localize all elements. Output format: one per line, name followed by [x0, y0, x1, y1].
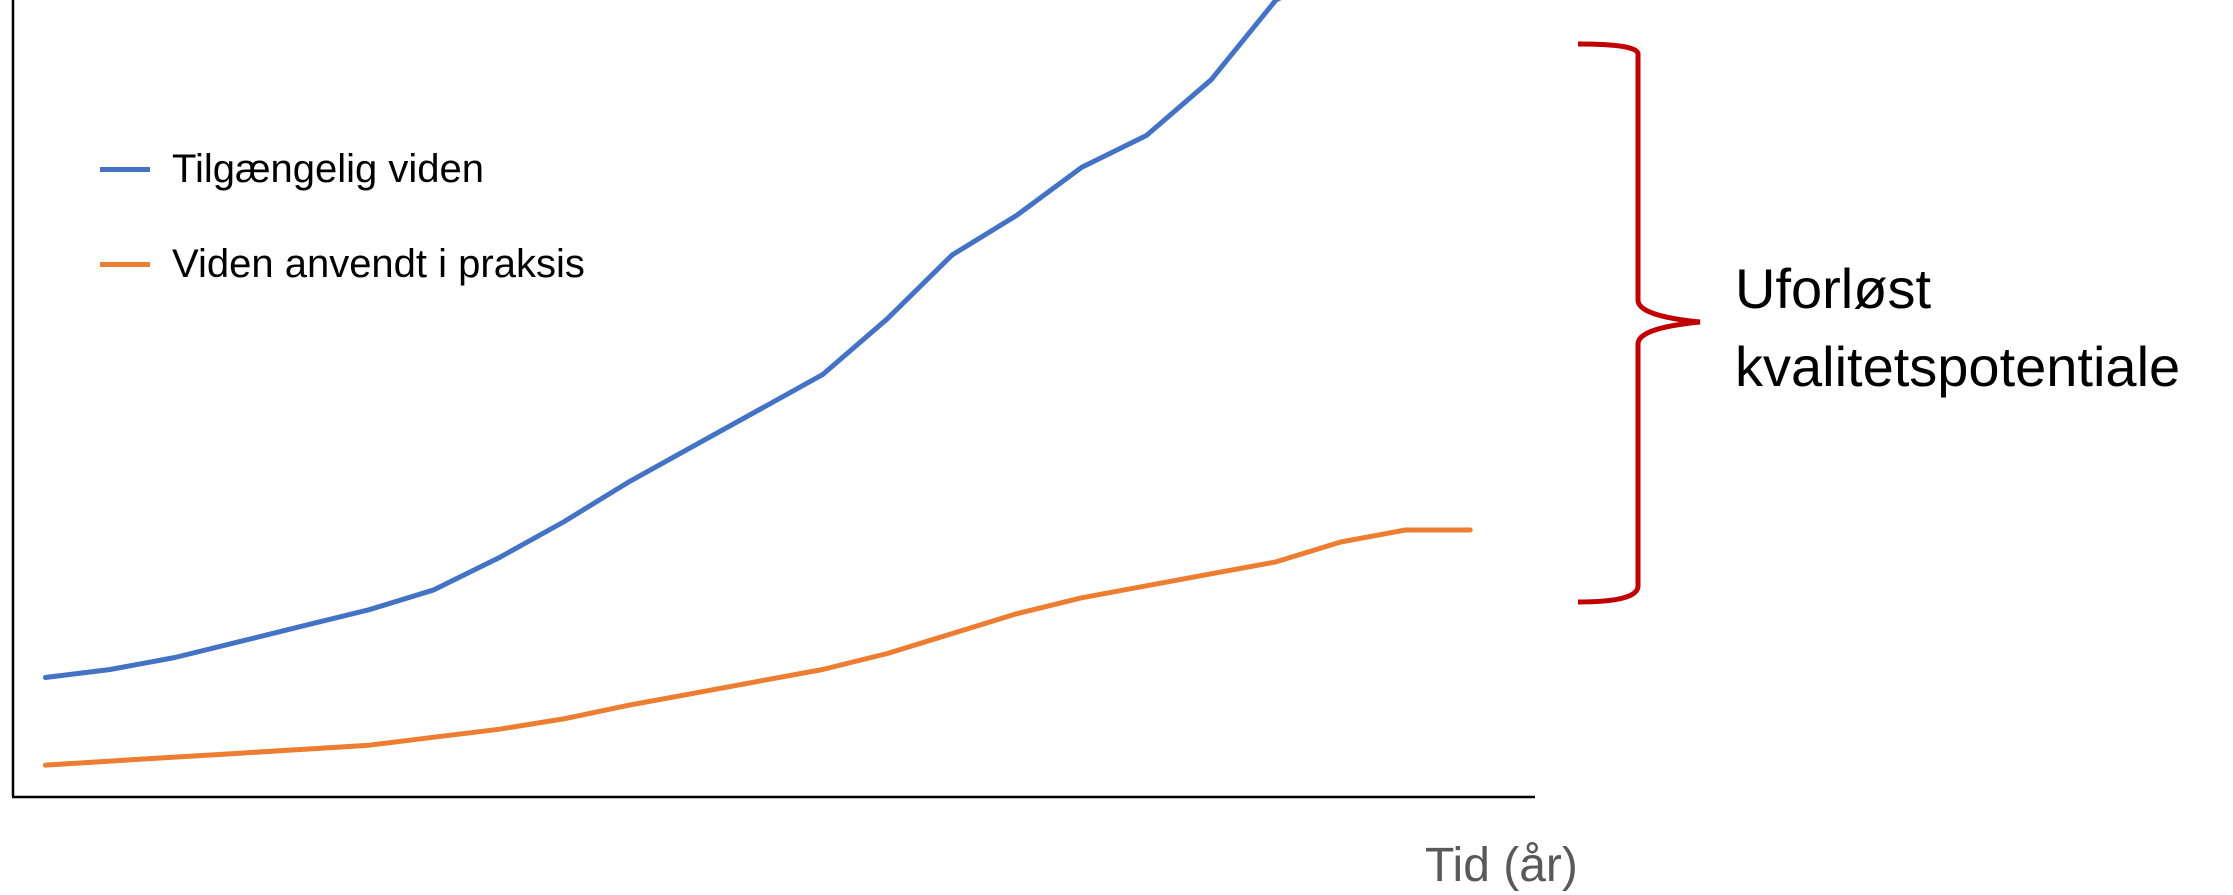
legend-swatch-orange — [100, 261, 150, 267]
annotation-line-1: Uforløst — [1735, 257, 1931, 320]
legend: Tilgængelig viden Viden anvendt i praksi… — [100, 145, 585, 335]
gap-annotation: Uforløst kvalitetspotentiale — [1735, 250, 2180, 406]
x-axis-label: Tid (år) — [1425, 839, 1578, 892]
legend-swatch-blue — [100, 166, 150, 172]
bracket — [1577, 41, 1701, 605]
legend-item-applied-knowledge: Viden anvendt i praksis — [100, 240, 585, 288]
series-line-1 — [42, 527, 1473, 768]
legend-item-available-knowledge: Tilgængelig viden — [100, 145, 585, 193]
legend-label: Viden anvendt i praksis — [172, 241, 585, 286]
legend-label: Tilgængelig viden — [172, 146, 485, 191]
series-line-0 — [42, 0, 1282, 680]
annotation-line-2: kvalitetspotentiale — [1735, 335, 2181, 398]
